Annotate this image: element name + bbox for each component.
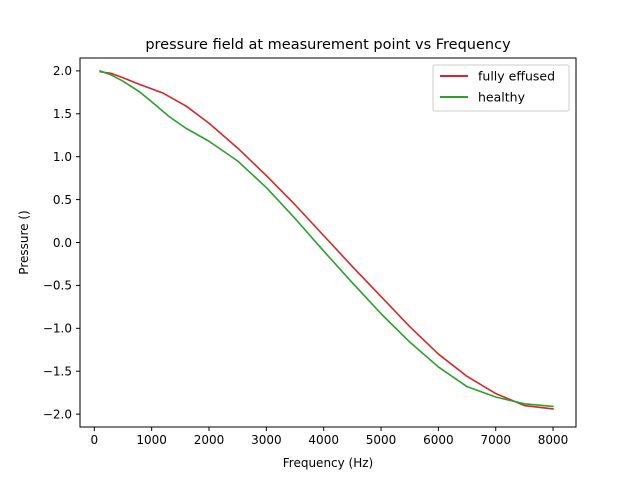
x-tick-label: 2000 [194,433,225,447]
y-tick-label: 0.5 [53,193,72,207]
plot-area [80,58,576,427]
x-tick-label: 3000 [251,433,282,447]
x-axis-label: Frequency (Hz) [283,456,374,470]
ticks-layer: 0 1000 2000 3000 4000 5000 6000 7000 8000 −2.0 −1.… [43,64,568,447]
x-tick-label: 5000 [366,433,397,447]
x-tick-label: 8000 [538,433,569,447]
legend: fully effused healthy [432,64,570,112]
y-axis-label: Pressure () [17,210,31,274]
legend-label-healthy: healthy [478,90,526,105]
series-layer [99,70,554,410]
chart-title: pressure field at measurement point vs F… [145,37,511,53]
y-tick-label: −0.5 [43,279,72,293]
y-tick-label: 1.5 [53,107,72,121]
plot-frame [79,57,577,428]
y-tick-label: −2.0 [43,407,72,421]
y-tick-label: 1.0 [53,150,72,164]
x-tick-label: 1000 [136,433,167,447]
x-tick-label: 7000 [480,433,511,447]
x-tick-label: 4000 [308,433,339,447]
y-tick-label: 2.0 [53,64,72,78]
x-tick-label: 0 [91,433,99,447]
legend-label-fully-effused: fully effused [478,69,555,84]
y-tick-label: −1.5 [43,365,72,379]
series-line-fully-effused [99,70,554,410]
y-tick-label: −1.0 [43,322,72,336]
series-line-healthy [99,70,554,408]
y-tick-label: 0.0 [53,236,72,250]
x-tick-label: 6000 [423,433,454,447]
